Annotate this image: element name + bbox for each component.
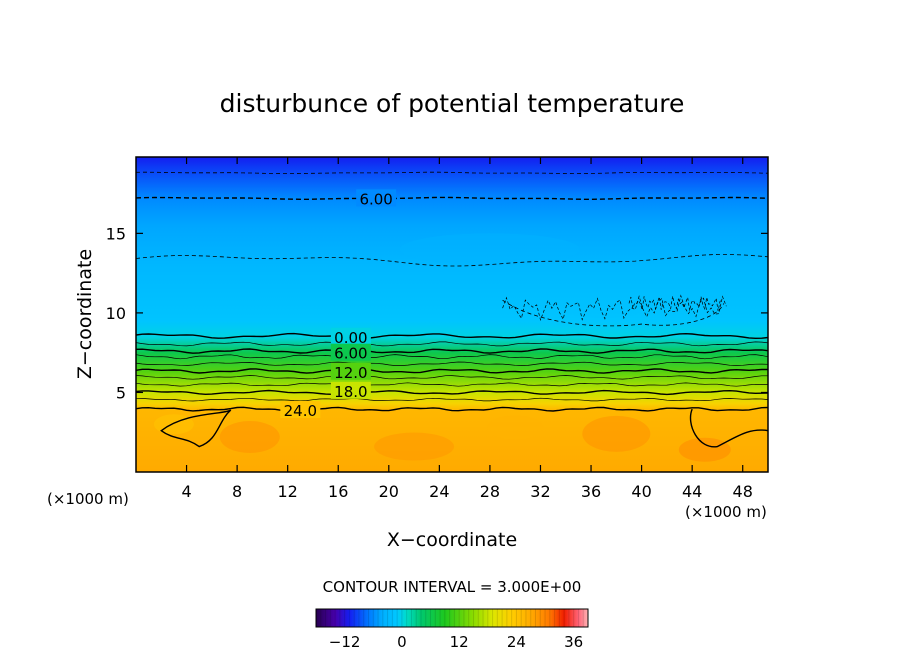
x-tick-label: 8 [232, 482, 242, 501]
warm-blob [678, 437, 731, 462]
x-tick-label: 36 [581, 482, 601, 501]
field-fill [136, 157, 768, 472]
warm-blob [219, 421, 280, 453]
contour-label: 0.00 [334, 329, 367, 347]
chart-title: disturbunce of potential temperature [220, 89, 685, 118]
x-tick-label: 16 [328, 482, 348, 501]
contour-line-positive [136, 361, 768, 366]
contour-line-positive [136, 368, 768, 374]
contour-line-negative [502, 299, 725, 327]
colorbar: −12 0 12 24 36 [315, 608, 589, 651]
colorbar-frame [315, 608, 589, 628]
contour-lines [136, 171, 768, 448]
colorbar-ticks: −12 0 12 24 36 [329, 633, 583, 651]
colorbar-fill [316, 609, 588, 627]
x-tick-label: 24 [429, 482, 449, 501]
y-tick-label: 5 [116, 383, 126, 402]
contour-label: 6.00 [359, 190, 392, 208]
contour-line-positive [136, 348, 768, 354]
contour-line-positive [136, 397, 768, 402]
plot-frame [135, 156, 769, 473]
contour-label: 12.0 [334, 364, 367, 382]
contour-label-bg [330, 362, 371, 380]
contour-label-bg [280, 400, 321, 418]
contour-line-positive [136, 375, 768, 380]
colorbar-tick-label: 24 [507, 633, 526, 651]
x-axis-label: X−coordinate [387, 529, 517, 551]
warm-blob [582, 415, 651, 452]
x-tick-label: 20 [379, 482, 399, 501]
contour-line-positive [136, 406, 768, 412]
contour-interval-text: CONTOUR INTERVAL = 3.000E+00 [323, 578, 582, 596]
y-tick-label: 15 [106, 224, 126, 243]
contour-turbulent [628, 296, 723, 312]
x-tick-label: 44 [682, 482, 702, 501]
x-tick-label: 32 [530, 482, 550, 501]
colorbar-tick-label: 36 [564, 633, 583, 651]
colorbar-stripes [320, 609, 584, 627]
warm-blob [153, 414, 194, 435]
contour-line-positive [136, 354, 768, 360]
contour-label-bg [356, 189, 397, 207]
contour-label-bg [330, 381, 371, 399]
cool-blob [563, 301, 644, 318]
y-ticks: 5 10 15 [106, 224, 768, 402]
x-ticks: 4 8 12 16 20 24 28 32 36 40 44 48 [181, 157, 753, 501]
x-tick-label: 28 [480, 482, 500, 501]
warm-blob [374, 432, 455, 461]
x-tick-label: 40 [631, 482, 651, 501]
contour-closed [689, 408, 768, 448]
contour-line-negative [136, 254, 768, 267]
contour-label-bg [330, 327, 371, 345]
y-tick-label: 10 [106, 304, 126, 323]
contour-label: 6.00 [334, 345, 367, 363]
field-blobs [153, 233, 731, 462]
cool-blob [399, 233, 580, 266]
contour-line-positive [136, 332, 768, 340]
y-unit-label: (×1000 m) [47, 490, 129, 508]
contour-turbulent [502, 294, 727, 322]
x-tick-label: 12 [278, 482, 298, 501]
warm-blob [487, 415, 544, 440]
contour-line-positive [136, 341, 768, 347]
contour-label: 18.0 [334, 383, 367, 401]
contour-line-positive [136, 389, 768, 396]
contour-line-positive [136, 382, 768, 387]
contour-closed [160, 409, 232, 448]
contour-line-negative [136, 171, 768, 174]
colorbar-tick-label: −12 [329, 633, 361, 651]
contour-line-negative [136, 196, 768, 200]
x-unit-label: (×1000 m) [685, 503, 767, 521]
x-tick-label: 4 [181, 482, 191, 501]
x-tick-label: 48 [733, 482, 753, 501]
contour-label-bg [330, 343, 371, 361]
y-axis-label: Z−coordinate [74, 249, 96, 379]
contour-label: 24.0 [284, 402, 317, 420]
colorbar-tick-label: 0 [397, 633, 407, 651]
colorbar-tick-label: 12 [450, 633, 469, 651]
